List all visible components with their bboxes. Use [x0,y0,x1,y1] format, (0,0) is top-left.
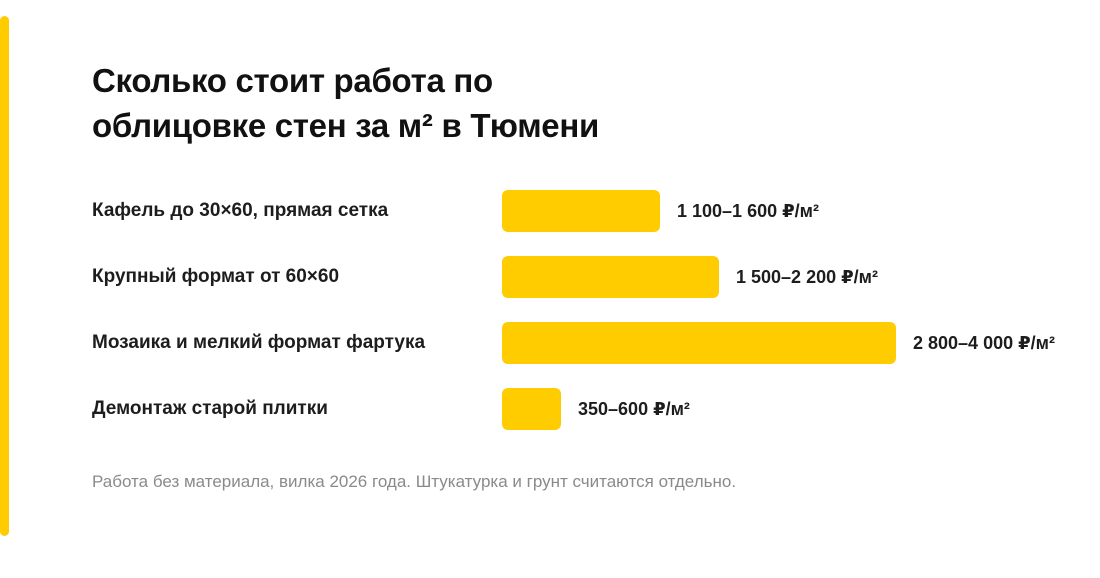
category-label: Мозаика и мелкий формат фартука [92,332,426,353]
category-label: Демонтаж старой плитки [92,398,328,419]
chart-row: Кафель до 30×60, прямая сетка 1 100–1 600… [0,189,1100,233]
bar [502,190,660,232]
chart-row: Крупный формат от 60×60 1 500–2 200 ₽/м² [0,255,1100,299]
chart-footnote: Работа без материала, вилка 2026 года. Ш… [92,472,737,491]
chart-title: Сколько стоит работа по облицовке стен з… [92,62,599,144]
chart-row: Демонтаж старой плитки 350–600 ₽/м² [0,387,1100,431]
bar [502,388,561,430]
value-label: 350–600 ₽/м² [578,399,690,419]
category-label: Крупный формат от 60×60 [92,266,340,287]
value-label: 1 500–2 200 ₽/м² [736,267,878,287]
accent-stripe [0,16,9,536]
bar [502,322,896,364]
value-label: 1 100–1 600 ₽/м² [677,201,819,221]
value-label: 2 800–4 000 ₽/м² [913,333,1055,353]
bar [502,256,719,298]
category-label: Кафель до 30×60, прямая сетка [92,200,389,221]
chart-row: Мозаика и мелкий формат фартука 2 800–4 0… [0,321,1100,365]
